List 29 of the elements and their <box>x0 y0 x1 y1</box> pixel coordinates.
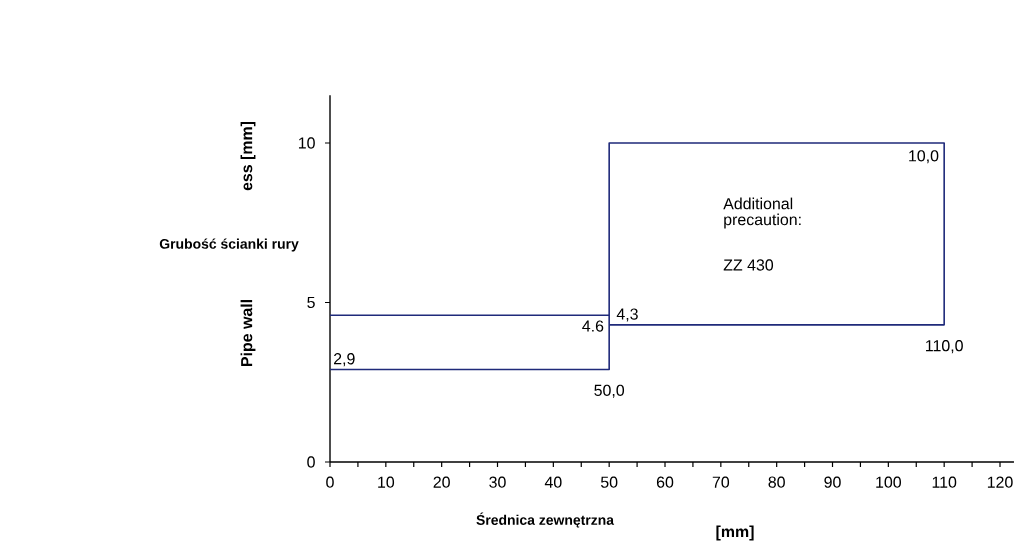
annotation: Additional precaution: <box>723 197 801 229</box>
x-tick-label: 30 <box>489 476 506 488</box>
x-tick-label: 100 <box>876 476 901 488</box>
annotation: 50,0 <box>594 384 625 398</box>
annotation: 10,0 <box>909 150 939 164</box>
x-tick-label: 70 <box>712 476 730 488</box>
y-tick-label: 5 <box>307 296 315 309</box>
x-axis-title: Średnica zewnętrzna <box>476 512 615 528</box>
text: [mm] <box>716 525 754 541</box>
annotation: 4,3 <box>616 308 638 322</box>
x-tick-label: 80 <box>768 476 785 488</box>
x-tick-label: 120 <box>987 476 1013 488</box>
x-tick-label: 40 <box>544 476 562 488</box>
text: ess [mm] <box>240 121 256 191</box>
x-tick-label: 50 <box>600 476 618 488</box>
y-axis-title: Grubość ścianki rury <box>159 238 299 252</box>
y-tick-label: 0 <box>307 456 315 468</box>
x-tick-label: 20 <box>433 476 450 488</box>
text: Pipe wall <box>240 300 256 367</box>
x-tick-label: 110 <box>932 476 957 488</box>
y-tick-label: 10 <box>298 137 315 149</box>
x-tick-label: 60 <box>656 476 674 488</box>
annotation: 4.6 <box>582 320 604 332</box>
annotation: 110,0 <box>926 340 963 354</box>
x-tick-label: 90 <box>824 476 841 488</box>
x-tick-label: 0 <box>326 476 334 488</box>
annotation: ZZ 430 <box>723 259 774 271</box>
annotation: 2,9 <box>334 353 355 367</box>
x-tick-label: 10 <box>378 476 395 488</box>
